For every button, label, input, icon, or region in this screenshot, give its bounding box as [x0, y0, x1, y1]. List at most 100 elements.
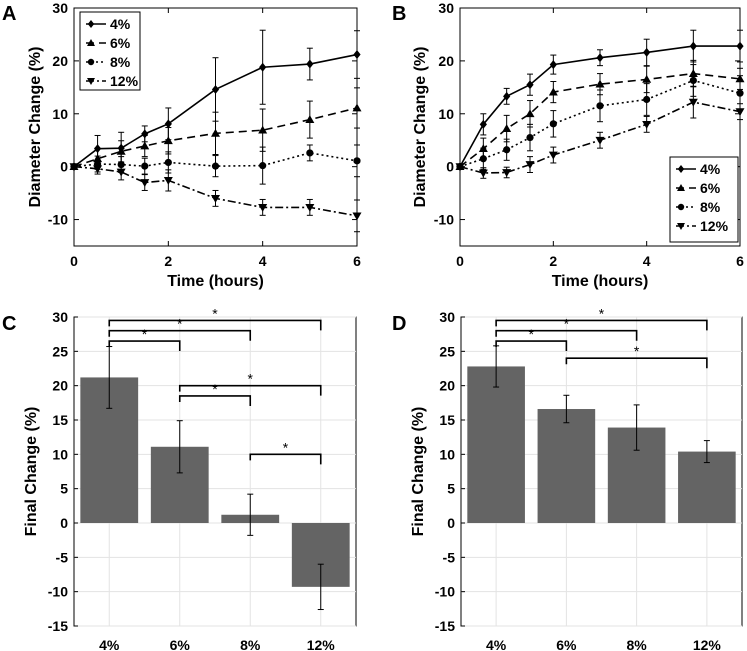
- x-category-label: 12%: [693, 637, 722, 651]
- x-tick-label: 4: [259, 253, 267, 269]
- y-tick-label: -5: [56, 549, 69, 565]
- data-point: [258, 125, 268, 134]
- y-tick-label: 10: [52, 446, 68, 462]
- legend-marker: [677, 223, 685, 230]
- legend-marker: [677, 203, 685, 211]
- x-tick-label: 2: [164, 253, 172, 269]
- data-point: [163, 177, 173, 185]
- x-category-label: 6%: [556, 637, 577, 651]
- x-category-label: 12%: [307, 637, 336, 651]
- data-point: [688, 98, 698, 107]
- y-tick-label: 5: [447, 481, 455, 497]
- significance-bracket: *: [495, 326, 568, 352]
- data-point: [306, 59, 314, 69]
- panel-letter-b: B: [392, 3, 406, 25]
- y-tick-label: -15: [435, 618, 455, 634]
- y-tick-label: 30: [52, 0, 68, 16]
- y-axis-label-b: Diameter Change (%): [412, 47, 429, 208]
- data-point: [595, 136, 605, 145]
- y-tick-label: 30: [438, 0, 454, 16]
- data-point: [596, 53, 604, 63]
- data-point: [689, 41, 697, 51]
- y-tick-label: 0: [447, 515, 455, 531]
- data-point: [549, 120, 557, 128]
- data-point: [642, 74, 652, 83]
- data-point: [116, 168, 126, 177]
- data-point: [689, 76, 697, 85]
- significance-star: *: [212, 381, 218, 397]
- data-point: [478, 169, 488, 178]
- y-tick-label: 15: [439, 412, 455, 428]
- panel-letter-d: D: [392, 313, 406, 335]
- data-point: [525, 161, 535, 170]
- data-point: [69, 163, 79, 172]
- data-point: [353, 50, 361, 60]
- y-tick-label: -5: [443, 549, 456, 565]
- significance-bracket: *: [249, 439, 322, 465]
- data-point: [503, 146, 511, 154]
- y-tick-label: 25: [439, 343, 455, 359]
- data-point: [140, 141, 150, 150]
- data-point: [163, 136, 173, 145]
- bracket-line: [178, 395, 252, 406]
- legend-a: 4% 6% 8% 12%: [79, 11, 141, 91]
- y-tick-label: -10: [434, 212, 454, 228]
- significance-bracket: *: [565, 343, 708, 369]
- significance-star: *: [564, 316, 570, 332]
- legend-marker: [87, 58, 95, 66]
- x-axis-label-a: Time (hours): [167, 273, 264, 290]
- data-point: [735, 108, 745, 117]
- y-tick-label: 10: [52, 106, 68, 122]
- x-category-label: 4%: [99, 637, 120, 651]
- bracket-line: [249, 453, 322, 465]
- data-point: [259, 162, 267, 170]
- panel-letter-a: A: [2, 3, 16, 25]
- data-point: [502, 124, 512, 132]
- data-point: [211, 84, 220, 94]
- series-12pct: [455, 85, 745, 179]
- data-point: [306, 149, 314, 157]
- series-line: [73, 152, 358, 168]
- data-point: [502, 169, 512, 177]
- bar-4pct: [467, 366, 525, 523]
- significance-bracket: *: [495, 316, 638, 341]
- panel-d-bar-chart: D -15 -10 -5 0 5 10 15 20 25 30 4% 6% 8% 12% Final Cha…: [392, 305, 743, 651]
- x-tick-label: 6: [353, 253, 361, 269]
- data-point: [352, 103, 362, 112]
- series-12pct: [69, 162, 362, 233]
- data-point: [211, 128, 220, 137]
- x-category-label: 4%: [486, 637, 507, 651]
- data-point: [595, 79, 605, 88]
- legend-marker: [87, 20, 95, 28]
- legend-marker: [87, 39, 95, 46]
- y-tick-label: 30: [52, 309, 68, 325]
- data-point: [211, 195, 220, 203]
- significance-star: *: [212, 305, 218, 321]
- bracket-line: [108, 340, 181, 352]
- bar-12pct: [678, 451, 736, 523]
- legend-label: 4%: [110, 16, 131, 32]
- bracket-line: [108, 329, 252, 341]
- significance-bracket: *: [178, 371, 322, 396]
- data-point: [353, 157, 361, 165]
- data-point: [93, 165, 103, 174]
- data-point: [140, 179, 150, 188]
- x-tick-label: 0: [70, 253, 78, 269]
- y-tick-label: 20: [52, 378, 68, 394]
- legend-label: 12%: [110, 73, 139, 89]
- y-axis-label-c: Final Change (%): [23, 407, 40, 537]
- panel-letter-c: C: [2, 313, 16, 335]
- data-point: [141, 162, 149, 170]
- significance-bracket: *: [108, 305, 322, 331]
- significance-star: *: [177, 316, 183, 332]
- panel-c-bar-chart: C -15 -10 -5 0 5 10 15 20 25 30 4% 6% 8% 12% Final Cha…: [2, 305, 357, 651]
- bar-6pct: [537, 409, 596, 523]
- data-point: [503, 91, 511, 101]
- x-tick-label: 2: [549, 253, 557, 269]
- x-tick-label: 4: [643, 253, 651, 269]
- legend-label: 8%: [110, 54, 131, 70]
- significance-star: *: [283, 439, 289, 455]
- y-tick-label: 20: [52, 53, 68, 69]
- y-tick-label: 30: [439, 309, 455, 325]
